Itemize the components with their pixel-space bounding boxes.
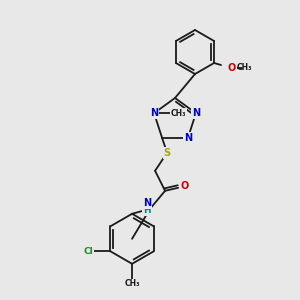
Text: Cl: Cl: [83, 247, 93, 256]
Text: CH₃: CH₃: [170, 109, 186, 118]
Text: H: H: [143, 206, 151, 215]
Text: O: O: [228, 63, 236, 73]
Text: N: N: [192, 108, 200, 118]
Text: O: O: [181, 181, 189, 191]
Text: N: N: [184, 133, 192, 143]
Text: CH₃: CH₃: [124, 279, 140, 288]
Text: N: N: [150, 108, 158, 118]
Text: S: S: [164, 148, 171, 158]
Text: CH₃: CH₃: [236, 64, 252, 73]
Text: N: N: [143, 198, 151, 208]
